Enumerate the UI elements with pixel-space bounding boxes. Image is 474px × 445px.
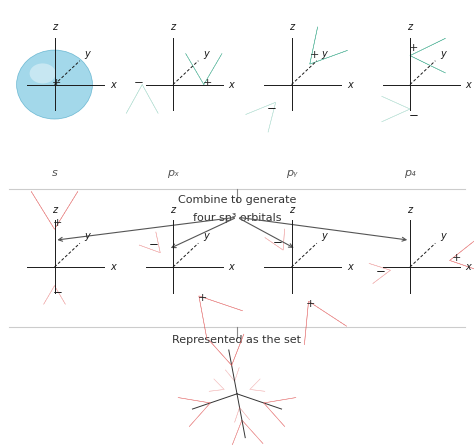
Text: z: z [289, 205, 294, 215]
Polygon shape [178, 397, 210, 427]
Text: z: z [52, 205, 57, 215]
Text: +: + [198, 293, 208, 303]
Polygon shape [126, 85, 158, 113]
Text: x: x [228, 262, 234, 272]
Text: Represented as the set: Represented as the set [173, 335, 301, 345]
Text: z: z [408, 23, 412, 32]
Text: z: z [171, 205, 175, 215]
Text: −: − [149, 238, 159, 251]
Text: +: + [306, 299, 316, 308]
Text: −: − [273, 236, 283, 249]
Polygon shape [250, 379, 265, 391]
Text: x: x [110, 80, 116, 89]
Polygon shape [209, 334, 244, 365]
Polygon shape [139, 232, 160, 253]
Text: y: y [321, 231, 328, 241]
Text: x: x [347, 80, 353, 89]
Text: y: y [440, 231, 446, 241]
Text: p₄: p₄ [404, 168, 416, 178]
Polygon shape [31, 191, 78, 229]
Text: x: x [347, 262, 353, 272]
Text: x: x [228, 80, 234, 89]
Text: four sp³ orbitals: four sp³ orbitals [193, 213, 281, 223]
Text: y: y [321, 49, 328, 59]
Polygon shape [199, 296, 243, 339]
Polygon shape [186, 53, 222, 85]
Text: +: + [310, 49, 319, 60]
Text: pₓ: pₓ [167, 168, 179, 178]
Text: −: − [267, 102, 277, 115]
Text: Combine to generate: Combine to generate [178, 195, 296, 205]
Text: −: − [409, 109, 418, 122]
Polygon shape [304, 301, 347, 345]
Text: y: y [203, 49, 209, 59]
Text: y: y [203, 231, 209, 241]
Text: x: x [465, 262, 471, 272]
Polygon shape [231, 420, 263, 445]
Polygon shape [265, 229, 284, 250]
Text: −: − [375, 265, 385, 278]
Text: −: − [53, 286, 62, 299]
Text: −: − [134, 76, 144, 89]
Text: y: y [84, 49, 91, 59]
Polygon shape [225, 368, 239, 381]
Text: z: z [52, 23, 57, 32]
Text: +: + [53, 218, 62, 227]
Text: +: + [52, 78, 62, 88]
Polygon shape [450, 232, 474, 275]
Text: z: z [171, 23, 175, 32]
Polygon shape [369, 263, 391, 283]
Text: x: x [110, 262, 116, 272]
Text: z: z [408, 205, 412, 215]
Polygon shape [264, 397, 296, 427]
Polygon shape [246, 102, 276, 132]
Polygon shape [44, 286, 65, 304]
Text: y: y [440, 49, 446, 59]
Text: s: s [52, 168, 57, 178]
Text: y: y [84, 231, 91, 241]
Text: z: z [289, 23, 294, 32]
Ellipse shape [29, 63, 55, 83]
Polygon shape [410, 38, 446, 73]
Polygon shape [209, 379, 224, 391]
Polygon shape [382, 96, 410, 122]
Text: x: x [465, 80, 471, 89]
Text: +: + [409, 43, 418, 53]
Text: +: + [452, 253, 461, 263]
Polygon shape [310, 27, 347, 64]
Text: pᵧ: pᵧ [286, 168, 297, 178]
Ellipse shape [17, 50, 92, 119]
Polygon shape [235, 408, 250, 422]
Text: +: + [202, 78, 212, 88]
